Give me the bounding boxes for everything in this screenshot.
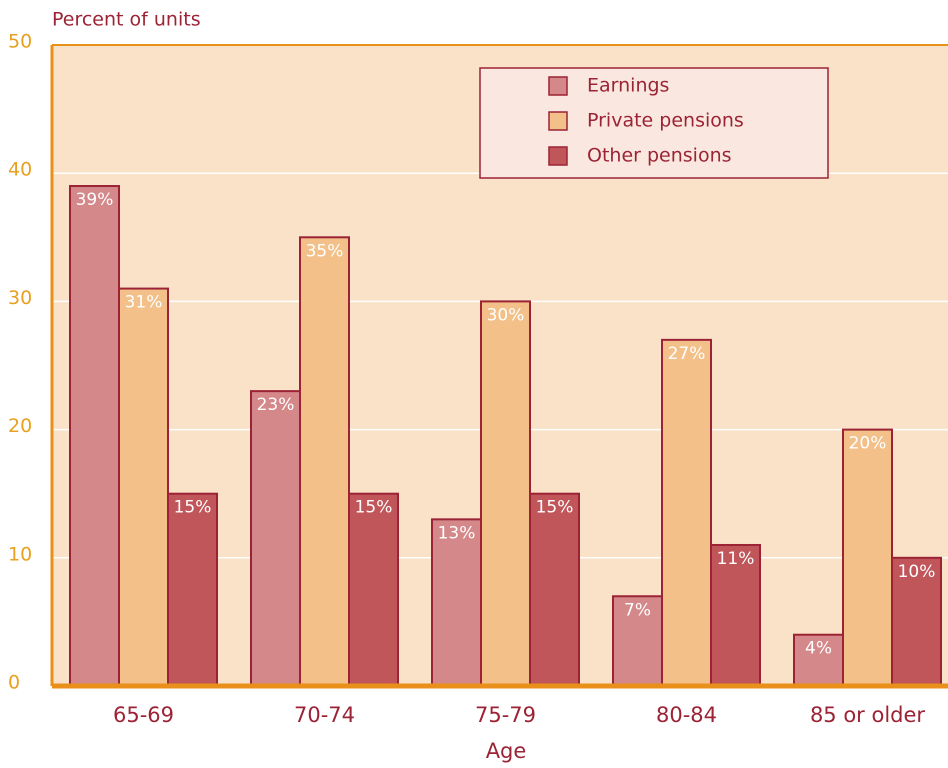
- x-tick-label: 70-74: [294, 703, 355, 727]
- legend-label: Other pensions: [587, 145, 732, 167]
- legend-box: [479, 67, 829, 179]
- legend-swatch: [548, 146, 568, 166]
- value-label: 7%: [624, 600, 651, 620]
- value-label: 39%: [76, 190, 114, 210]
- y-tick-label: 40: [8, 159, 32, 181]
- value-label: 15%: [536, 498, 574, 518]
- x-axis-title: Age: [486, 739, 527, 763]
- value-label: 4%: [805, 639, 832, 659]
- y-tick-label: 0: [8, 672, 20, 694]
- bar: [431, 518, 482, 688]
- y-axis-title: Percent of units: [52, 9, 201, 31]
- legend-swatch: [548, 76, 568, 96]
- y-tick-label: 30: [8, 287, 32, 309]
- x-tick-label: 65-69: [113, 703, 174, 727]
- value-label: 15%: [174, 498, 212, 518]
- legend-label: Private pensions: [587, 110, 744, 132]
- bar: [480, 300, 531, 687]
- value-label: 20%: [849, 434, 887, 454]
- bar: [250, 390, 301, 687]
- value-label: 27%: [668, 344, 706, 364]
- bar: [167, 492, 218, 688]
- bar: [299, 236, 350, 688]
- bar: [118, 287, 169, 687]
- bar: [69, 185, 120, 688]
- legend-swatch: [548, 111, 568, 131]
- value-label: 30%: [487, 305, 525, 325]
- value-label: 31%: [125, 293, 163, 313]
- legend-label: Earnings: [587, 75, 669, 97]
- value-label: 10%: [898, 562, 936, 582]
- x-tick-label: 85 or older: [810, 703, 925, 727]
- value-label: 35%: [306, 241, 344, 261]
- y-tick-label: 20: [8, 415, 32, 437]
- bar: [842, 428, 893, 687]
- value-label: 13%: [438, 523, 476, 543]
- bar: [348, 492, 399, 688]
- value-label: 23%: [257, 395, 295, 415]
- x-tick-label: 75-79: [475, 703, 536, 727]
- y-tick-label: 50: [8, 31, 32, 53]
- value-label: 15%: [355, 498, 393, 518]
- y-tick-label: 10: [8, 543, 32, 565]
- value-label: 11%: [717, 549, 755, 569]
- bar: [529, 492, 580, 688]
- bar: [661, 338, 712, 687]
- x-tick-label: 80-84: [656, 703, 717, 727]
